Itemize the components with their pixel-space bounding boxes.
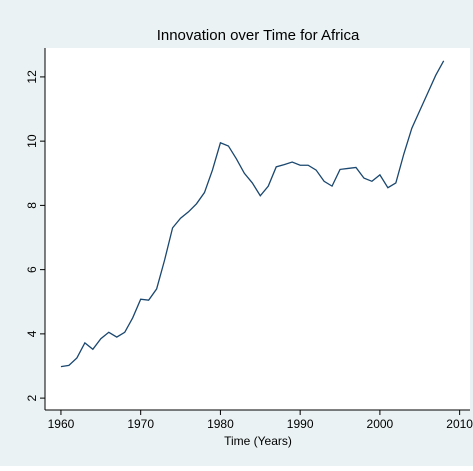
- data-line: [60, 60, 445, 368]
- x-tick-label: 1960: [48, 417, 75, 431]
- x-tick-label: 1990: [287, 417, 314, 431]
- x-tick-label: 1970: [127, 417, 154, 431]
- plot-area: [45, 48, 470, 410]
- chart-title: Innovation over Time for Africa: [157, 27, 360, 44]
- y-tick-label: 10: [25, 134, 39, 148]
- y-tick-label: 8: [25, 202, 39, 209]
- x-axis-label: Time (Years): [224, 434, 292, 448]
- y-tick-label: 4: [25, 330, 39, 337]
- x-tick-label: 1980: [207, 417, 234, 431]
- y-tick-label: 2: [25, 394, 39, 401]
- y-tick-label: 12: [25, 70, 39, 84]
- x-tick-label: 2010: [446, 417, 473, 431]
- y-tick-label: 6: [25, 266, 39, 273]
- x-tick-label: 2000: [367, 417, 394, 431]
